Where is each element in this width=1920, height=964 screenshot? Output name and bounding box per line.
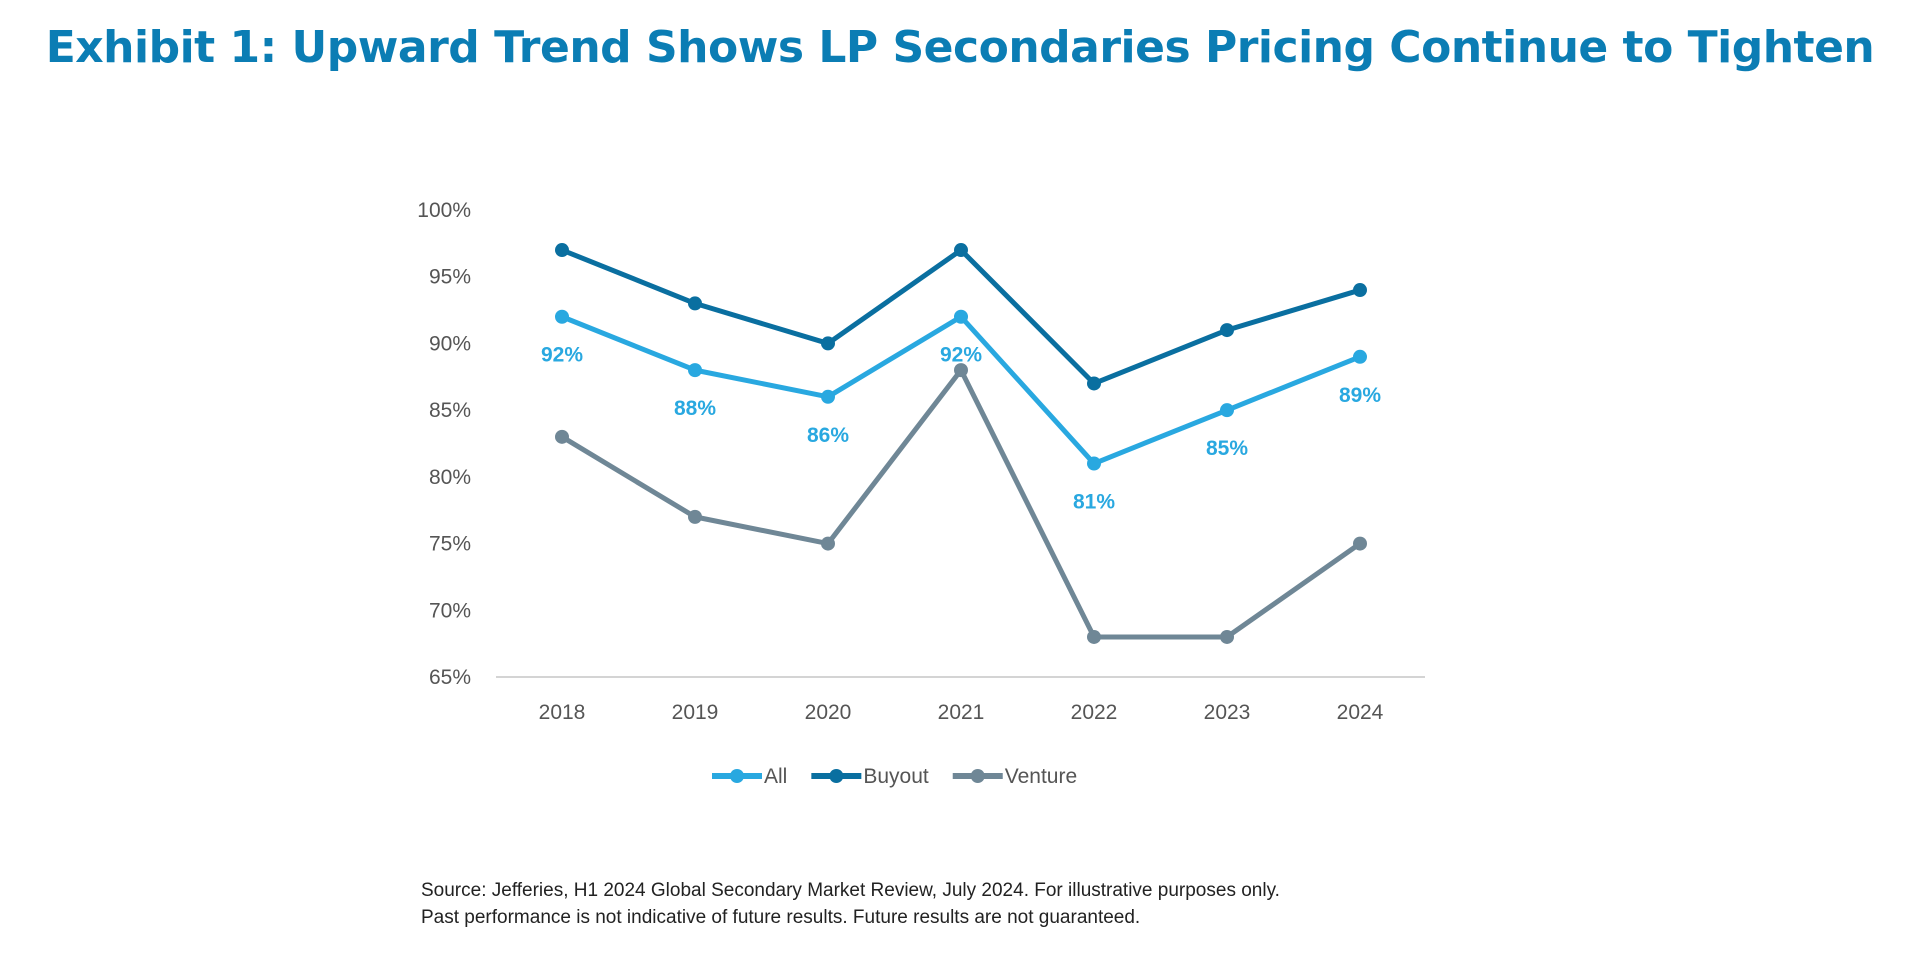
data-point-venture	[821, 536, 835, 551]
y-tick-label: 85%	[429, 399, 471, 422]
source-note: Source: Jefferies, H1 2024 Global Second…	[421, 880, 1280, 901]
legend-label: All	[764, 765, 787, 788]
data-label: 81%	[1073, 491, 1115, 514]
data-point-buyout	[821, 336, 835, 351]
disclaimer-note: Past performance is not indicative of fu…	[421, 907, 1141, 928]
data-point-all	[555, 309, 569, 324]
data-label: 89%	[1339, 384, 1381, 407]
data-point-buyout	[954, 243, 968, 258]
y-tick-label: 65%	[429, 666, 471, 689]
data-point-all	[954, 309, 968, 324]
data-point-all	[1087, 456, 1101, 471]
data-point-venture	[555, 429, 569, 444]
data-label: 85%	[1206, 437, 1248, 460]
y-tick-label: 70%	[429, 599, 471, 622]
data-point-venture	[688, 509, 702, 524]
x-tick-label: 2023	[1204, 701, 1251, 724]
data-point-all	[821, 389, 835, 404]
data-label: 92%	[541, 344, 583, 367]
x-tick-label: 2019	[672, 701, 719, 724]
legend-label: Venture	[1005, 765, 1077, 788]
data-point-all	[1220, 403, 1234, 418]
x-tick-label: 2024	[1337, 701, 1384, 724]
x-tick-label: 2022	[1071, 701, 1118, 724]
data-point-buyout	[555, 243, 569, 258]
legend-label: Buyout	[863, 765, 929, 788]
data-point-buyout	[1087, 376, 1101, 391]
data-point-venture	[1353, 536, 1367, 551]
data-point-venture	[1220, 629, 1234, 644]
data-point-venture	[1087, 629, 1101, 644]
data-point-buyout	[1220, 323, 1234, 338]
data-point-all	[688, 363, 702, 378]
x-tick-label: 2020	[805, 701, 852, 724]
x-tick-label: 2021	[938, 701, 985, 724]
legend-swatch-marker	[829, 769, 844, 783]
data-point-buyout	[1353, 283, 1367, 298]
data-point-buyout	[688, 296, 702, 311]
data-label: 86%	[807, 424, 849, 447]
y-tick-label: 100%	[417, 199, 471, 222]
data-point-all	[1353, 349, 1367, 364]
chart-title: Exhibit 1: Upward Trend Shows LP Seconda…	[45, 22, 1875, 73]
x-tick-label: 2018	[539, 701, 586, 724]
y-tick-label: 95%	[429, 266, 471, 289]
data-point-venture	[954, 363, 968, 378]
legend-swatch-marker	[730, 769, 744, 783]
y-tick-label: 80%	[429, 466, 471, 489]
data-label: 92%	[940, 344, 982, 367]
legend-swatch-marker	[970, 769, 985, 783]
data-label: 88%	[674, 397, 716, 420]
y-tick-label: 75%	[429, 533, 471, 556]
y-tick-label: 90%	[429, 332, 471, 355]
